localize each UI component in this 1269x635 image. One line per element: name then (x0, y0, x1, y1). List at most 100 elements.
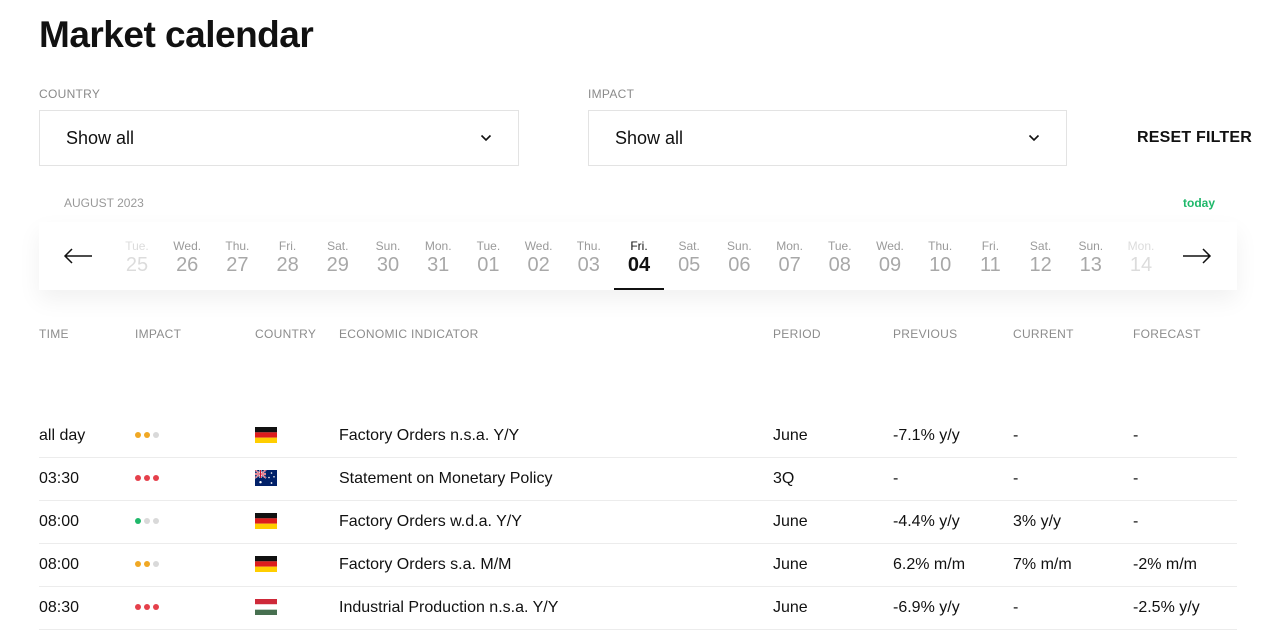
date-tab-weekday: Sun. (375, 239, 401, 253)
event-time: 08:30 (39, 599, 80, 616)
table-row[interactable]: all day Factory Orders n.s.a. Y/Y June -7.1… (39, 414, 1237, 458)
date-tab-weekday: Sat. (678, 239, 700, 253)
date-tab[interactable]: Sun. 13 (1066, 222, 1116, 290)
event-period: June (773, 556, 808, 573)
event-current: - (1013, 427, 1019, 444)
impact-dot (153, 561, 159, 567)
date-tab[interactable]: Sun. 06 (714, 222, 764, 290)
event-previous: -4.4% y/y (893, 513, 960, 530)
event-forecast: -2.5% y/y (1133, 599, 1200, 616)
date-tab-day: 11 (980, 254, 1001, 276)
date-tab[interactable]: Tue. 01 (463, 222, 513, 290)
table-row[interactable]: 03:30 Statement on Monetary Policy 3Q - - - (39, 457, 1237, 501)
impact-dot (135, 518, 141, 524)
event-current: - (1013, 599, 1019, 616)
date-tab-weekday: Fri. (981, 239, 1000, 253)
date-tab[interactable]: Thu. 03 (564, 222, 614, 290)
date-tab[interactable]: Mon. 31 (413, 222, 463, 290)
table-row[interactable]: 08:00 Factory Orders w.d.a. Y/Y June -4.4% … (39, 500, 1237, 544)
table-row[interactable]: 08:30 Industrial Production n.s.a. Y/Y Jun… (39, 586, 1237, 630)
event-forecast: - (1133, 513, 1139, 530)
date-tab-day: 08 (828, 254, 851, 276)
impact-dot (135, 604, 141, 610)
date-tab-day: 09 (878, 254, 902, 276)
date-tab-day: 01 (477, 254, 500, 276)
date-tab[interactable]: Thu. 10 (915, 222, 965, 290)
event-forecast: - (1133, 470, 1139, 487)
month-label: AUGUST 2023 (64, 196, 144, 210)
date-tab[interactable]: Sat. 05 (664, 222, 714, 290)
date-tab[interactable]: Sat. 29 (313, 222, 363, 290)
date-tab-day: 02 (527, 254, 550, 276)
hungary-flag (255, 599, 277, 615)
date-tab-day: 31 (427, 254, 450, 276)
date-tab-day: 03 (577, 254, 600, 276)
impact-filter-label: IMPACT (588, 87, 635, 101)
date-tab-day: 26 (176, 254, 199, 276)
date-tab-weekday: Mon. (1127, 239, 1155, 253)
impact-indicator (135, 518, 159, 524)
col-header-time: TIME (39, 327, 69, 341)
impact-dot (153, 475, 159, 481)
impact-dot (144, 475, 150, 481)
date-tab[interactable]: Fri. 04 (614, 222, 664, 290)
event-previous: - (893, 470, 899, 487)
date-tab-weekday: Sun. (1078, 239, 1104, 253)
arrow-left-icon (63, 248, 92, 264)
date-tab-day: 12 (1029, 254, 1052, 276)
event-current: 7% m/m (1013, 556, 1072, 573)
date-tab-weekday: Sun. (727, 239, 752, 253)
date-tab[interactable]: Mon. 14 (1116, 222, 1166, 290)
today-link[interactable]: today (1183, 196, 1216, 210)
date-tab-day: 27 (226, 254, 249, 276)
date-tab-weekday: Mon. (776, 239, 803, 253)
event-time: 03:30 (39, 470, 80, 487)
date-tab[interactable]: Wed. 26 (162, 222, 212, 290)
event-period: June (773, 513, 808, 530)
date-tab-weekday: Sat. (327, 239, 349, 253)
date-tab-weekday: Thu. (576, 239, 601, 253)
date-tab-weekday: Wed. (173, 239, 202, 253)
chevron-down-icon (1028, 134, 1040, 142)
date-tab-weekday: Tue. (828, 239, 852, 253)
next-dates-button[interactable] (1182, 244, 1212, 268)
date-tab[interactable]: Tue. 08 (815, 222, 865, 290)
country-select[interactable]: Show all (39, 110, 519, 166)
date-tab-day: 07 (778, 254, 801, 276)
date-tab-weekday: Mon. (424, 239, 452, 253)
prev-dates-button[interactable] (63, 244, 93, 268)
impact-dot (153, 432, 159, 438)
date-tab-day: 28 (276, 254, 299, 276)
impact-select[interactable]: Show all (588, 110, 1067, 166)
date-tab[interactable]: Wed. 02 (514, 222, 564, 290)
event-time: 08:00 (39, 513, 80, 530)
date-tab[interactable]: Wed. 09 (865, 222, 915, 290)
date-tab[interactable]: Sun. 30 (363, 222, 413, 290)
impact-indicator (135, 432, 159, 438)
event-indicator: Statement on Monetary Policy (339, 470, 553, 487)
date-tab[interactable]: Fri. 11 (965, 222, 1015, 290)
date-tab[interactable]: Thu. 27 (212, 222, 262, 290)
date-tab[interactable]: Mon. 07 (765, 222, 815, 290)
page-title: Market calendar (39, 14, 314, 55)
country-select-value: Show all (66, 127, 135, 148)
date-tab[interactable]: Tue. 25 (112, 222, 162, 290)
impact-dot (135, 561, 141, 567)
impact-indicator (135, 475, 159, 481)
date-tab-weekday: Tue. (476, 239, 501, 253)
col-header-impact: IMPACT (135, 327, 182, 341)
table-row[interactable]: 08:00 Factory Orders s.a. M/M June 6.2% m/m… (39, 543, 1237, 587)
date-tab-weekday: Tue. (125, 239, 149, 253)
event-indicator: Factory Orders n.s.a. Y/Y (339, 427, 520, 444)
event-time: all day (39, 427, 86, 444)
impact-dot (153, 518, 159, 524)
impact-dot (144, 561, 150, 567)
date-tab[interactable]: Fri. 28 (263, 222, 313, 290)
col-header-period: PERIOD (773, 327, 821, 341)
date-tab[interactable]: Sat. 12 (1016, 222, 1066, 290)
col-header-country: COUNTRY (255, 327, 317, 341)
chevron-down-icon (480, 134, 492, 142)
date-tab-weekday: Thu. (928, 239, 953, 253)
date-tab-weekday: Sat. (1029, 239, 1052, 253)
reset-filter-button[interactable]: RESET FILTER (1137, 129, 1252, 146)
